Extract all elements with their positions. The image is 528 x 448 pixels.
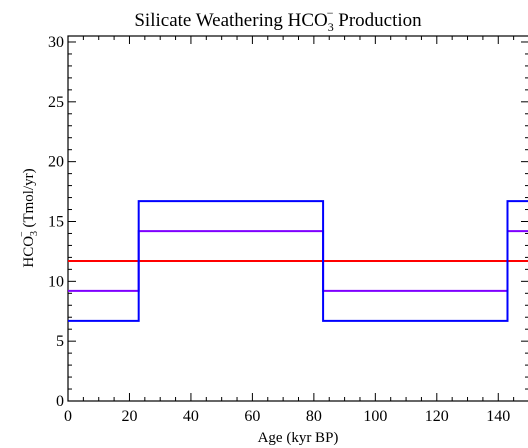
x-tick-label: 120	[425, 408, 449, 425]
chart-title-sub: 3	[328, 20, 334, 34]
x-tick-label: 140	[486, 408, 510, 425]
x-axis-ticks: 0 20 40 60 80 100 120 140	[64, 36, 515, 425]
x-axis-label: Age (kyr BP)	[258, 430, 339, 446]
y-tick-label: 25	[48, 94, 64, 111]
x-tick-label: 20	[121, 408, 137, 425]
y-axis-label-sup: −	[17, 231, 28, 237]
y-tick-label: 20	[48, 154, 64, 171]
series-line-3	[68, 200, 528, 322]
x-tick-label: 80	[306, 408, 322, 425]
y-axis-ticks: 0 5 10 15 20 25 30	[48, 34, 528, 410]
series-layer	[68, 200, 528, 322]
y-tick-label: 10	[48, 273, 64, 290]
plot-frame	[67, 35, 528, 402]
y-axis-label-tail: (Tmol/yr)	[21, 168, 37, 231]
x-tick-label: 40	[183, 408, 199, 425]
y-axis-label-sub: 3	[29, 231, 40, 236]
x-tick-label: 0	[64, 408, 72, 425]
x-tick-label: 60	[244, 408, 260, 425]
y-tick-label: 30	[48, 34, 64, 51]
y-axis-label-main: HCO	[21, 236, 37, 268]
chart-title-sup: −	[327, 6, 334, 20]
y-tick-label: 0	[56, 393, 64, 410]
chart-title-main: Silicate Weathering HCO	[134, 10, 327, 31]
x-tick-label: 100	[363, 408, 387, 425]
y-tick-label: 15	[48, 213, 64, 230]
chart-title-tail: Production	[334, 10, 423, 31]
y-tick-label: 5	[56, 333, 64, 350]
chart-title: Silicate Weathering HCO3− Production	[134, 6, 422, 34]
y-axis-label: HCO3− (Tmol/yr)	[17, 168, 40, 267]
